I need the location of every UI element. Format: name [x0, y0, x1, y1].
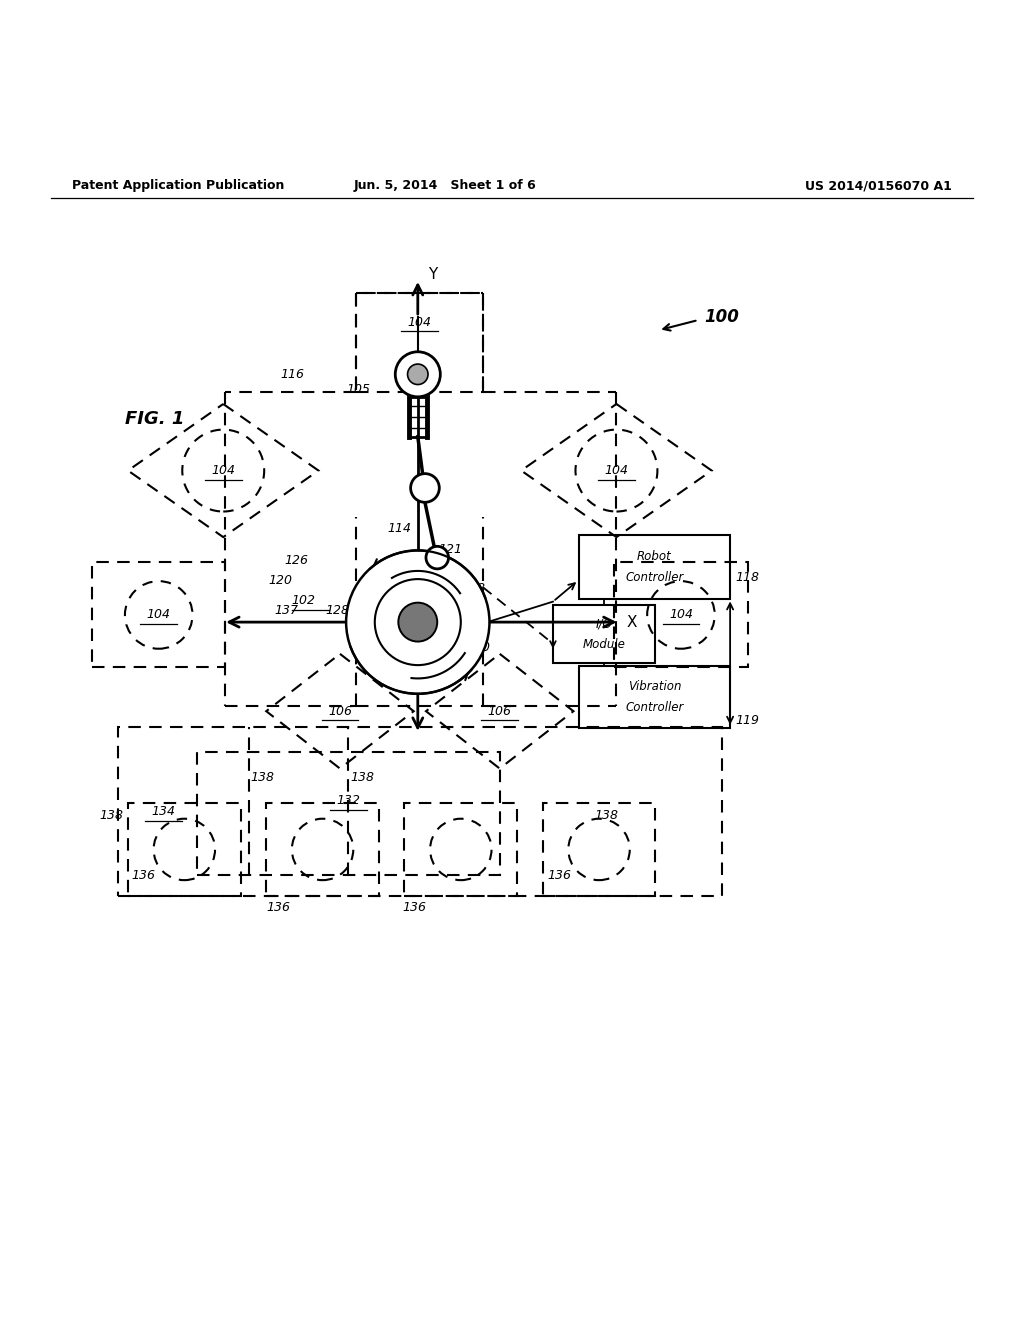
Circle shape — [346, 550, 489, 694]
Text: Jun. 5, 2014   Sheet 1 of 6: Jun. 5, 2014 Sheet 1 of 6 — [354, 180, 537, 193]
Text: 100: 100 — [705, 308, 739, 326]
Text: 134: 134 — [152, 805, 176, 818]
Text: 114: 114 — [387, 523, 411, 536]
Text: FIG. 1: FIG. 1 — [125, 411, 184, 429]
Text: X: X — [627, 615, 637, 630]
Text: 106: 106 — [487, 705, 512, 718]
Text: 102: 102 — [292, 594, 315, 607]
Text: 106: 106 — [328, 705, 352, 718]
Text: 136: 136 — [266, 902, 290, 915]
Text: 132: 132 — [336, 793, 360, 807]
Text: 105: 105 — [346, 383, 370, 396]
Text: 122: 122 — [466, 615, 489, 627]
Text: 104: 104 — [669, 609, 693, 622]
Circle shape — [375, 579, 461, 665]
Circle shape — [426, 546, 449, 569]
Text: 104: 104 — [146, 609, 171, 622]
Circle shape — [411, 474, 439, 503]
Text: 104: 104 — [604, 465, 629, 477]
Circle shape — [408, 364, 428, 384]
Text: 104: 104 — [211, 465, 236, 477]
Text: 138: 138 — [594, 809, 617, 822]
Text: Vibration: Vibration — [628, 680, 681, 693]
Text: 136: 136 — [402, 902, 426, 915]
Text: 137: 137 — [274, 605, 298, 618]
Text: 121: 121 — [438, 543, 462, 556]
Text: 116: 116 — [281, 368, 304, 380]
Text: 112: 112 — [442, 626, 466, 639]
Text: Robot: Robot — [637, 550, 672, 564]
Circle shape — [395, 351, 440, 397]
Text: 136: 136 — [131, 869, 155, 882]
Text: 128: 128 — [326, 605, 349, 618]
Text: 110: 110 — [466, 642, 489, 655]
Text: 138: 138 — [350, 771, 374, 784]
Text: 104: 104 — [408, 315, 432, 329]
Text: 136: 136 — [548, 869, 571, 882]
Text: 138: 138 — [99, 809, 123, 822]
Text: I/O: I/O — [596, 618, 612, 630]
Text: Y: Y — [428, 268, 437, 282]
Text: Controller: Controller — [625, 570, 684, 583]
Text: Patent Application Publication: Patent Application Publication — [72, 180, 284, 193]
Text: 120: 120 — [268, 574, 292, 586]
Text: Controller: Controller — [625, 701, 684, 714]
Text: 118: 118 — [735, 570, 759, 583]
Text: 126: 126 — [285, 554, 308, 568]
Text: 138: 138 — [251, 771, 274, 784]
Text: 119: 119 — [735, 714, 759, 727]
Text: 124: 124 — [410, 603, 433, 616]
Text: 108: 108 — [462, 582, 485, 595]
Circle shape — [398, 603, 437, 642]
Text: Module: Module — [583, 638, 626, 651]
Text: US 2014/0156070 A1: US 2014/0156070 A1 — [806, 180, 952, 193]
